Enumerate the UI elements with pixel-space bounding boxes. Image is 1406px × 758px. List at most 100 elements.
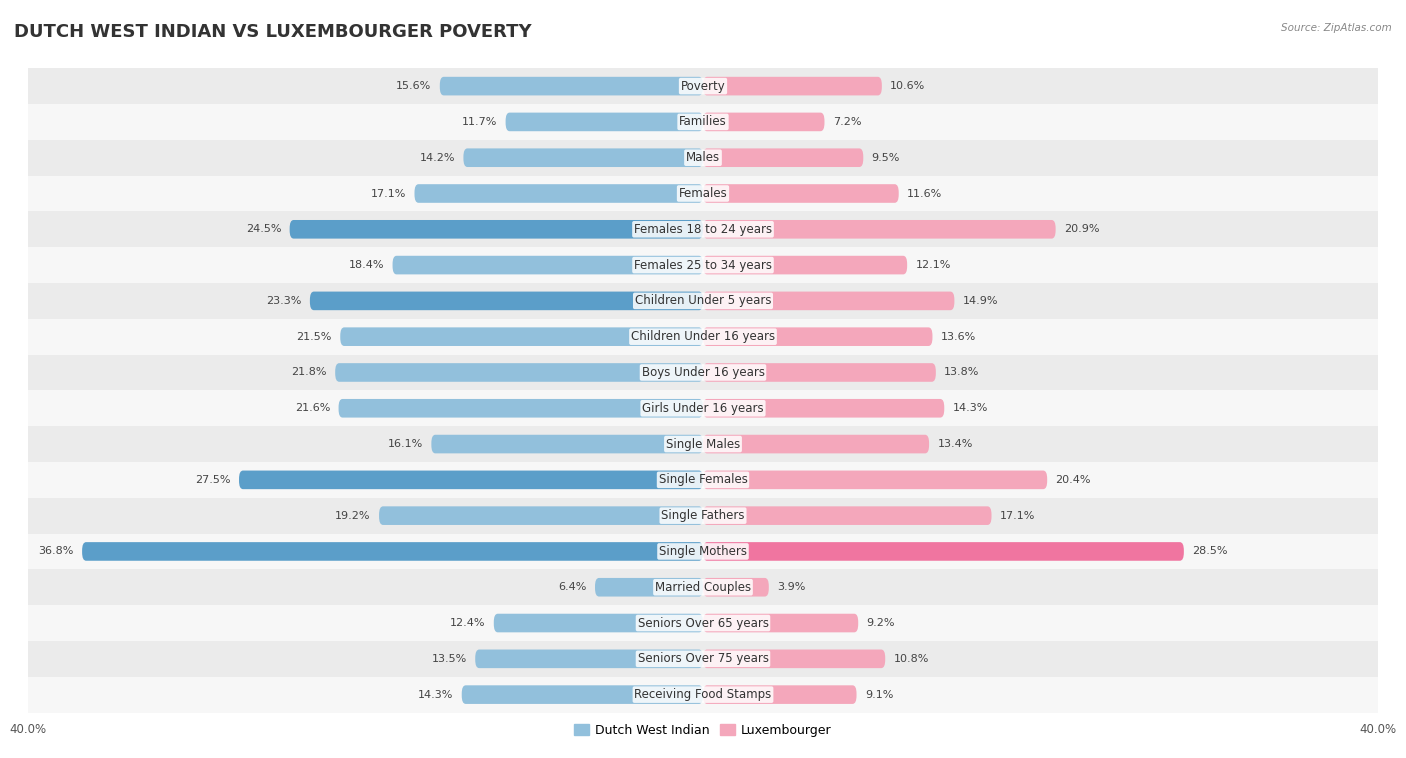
Text: 11.6%: 11.6% xyxy=(907,189,942,199)
Text: 17.1%: 17.1% xyxy=(371,189,406,199)
Text: 15.6%: 15.6% xyxy=(396,81,432,91)
Text: 23.3%: 23.3% xyxy=(266,296,301,306)
Text: 9.5%: 9.5% xyxy=(872,152,900,163)
Text: 21.8%: 21.8% xyxy=(291,368,326,377)
FancyBboxPatch shape xyxy=(82,542,703,561)
FancyBboxPatch shape xyxy=(703,399,945,418)
Bar xyxy=(28,283,1378,319)
Text: 11.7%: 11.7% xyxy=(461,117,498,127)
Bar xyxy=(28,247,1378,283)
Text: 18.4%: 18.4% xyxy=(349,260,384,270)
Text: 24.5%: 24.5% xyxy=(246,224,281,234)
Text: Poverty: Poverty xyxy=(681,80,725,92)
FancyBboxPatch shape xyxy=(340,327,703,346)
FancyBboxPatch shape xyxy=(335,363,703,382)
Text: 13.4%: 13.4% xyxy=(938,439,973,449)
FancyBboxPatch shape xyxy=(703,578,769,597)
Text: 27.5%: 27.5% xyxy=(195,475,231,485)
FancyBboxPatch shape xyxy=(703,113,824,131)
Text: 12.4%: 12.4% xyxy=(450,618,485,628)
Text: 17.1%: 17.1% xyxy=(1000,511,1035,521)
Text: Receiving Food Stamps: Receiving Food Stamps xyxy=(634,688,772,701)
Bar xyxy=(28,569,1378,605)
Text: 9.1%: 9.1% xyxy=(865,690,893,700)
Bar xyxy=(28,355,1378,390)
FancyBboxPatch shape xyxy=(475,650,703,668)
FancyBboxPatch shape xyxy=(494,614,703,632)
Bar xyxy=(28,605,1378,641)
Text: Females 25 to 34 years: Females 25 to 34 years xyxy=(634,258,772,271)
Text: 28.5%: 28.5% xyxy=(1192,547,1227,556)
Text: Girls Under 16 years: Girls Under 16 years xyxy=(643,402,763,415)
Text: Single Mothers: Single Mothers xyxy=(659,545,747,558)
FancyBboxPatch shape xyxy=(703,542,1184,561)
Text: 13.8%: 13.8% xyxy=(945,368,980,377)
Bar xyxy=(28,641,1378,677)
Text: Seniors Over 65 years: Seniors Over 65 years xyxy=(637,616,769,630)
Bar xyxy=(28,462,1378,498)
Text: DUTCH WEST INDIAN VS LUXEMBOURGER POVERTY: DUTCH WEST INDIAN VS LUXEMBOURGER POVERT… xyxy=(14,23,531,41)
Bar xyxy=(28,319,1378,355)
FancyBboxPatch shape xyxy=(703,220,1056,239)
Text: 36.8%: 36.8% xyxy=(38,547,73,556)
Bar xyxy=(28,498,1378,534)
FancyBboxPatch shape xyxy=(703,471,1047,489)
FancyBboxPatch shape xyxy=(309,292,703,310)
FancyBboxPatch shape xyxy=(415,184,703,203)
Legend: Dutch West Indian, Luxembourger: Dutch West Indian, Luxembourger xyxy=(569,719,837,742)
Text: Males: Males xyxy=(686,151,720,164)
Text: Married Couples: Married Couples xyxy=(655,581,751,594)
Text: 3.9%: 3.9% xyxy=(778,582,806,592)
FancyBboxPatch shape xyxy=(239,471,703,489)
Text: 19.2%: 19.2% xyxy=(335,511,371,521)
Text: 14.3%: 14.3% xyxy=(418,690,453,700)
Text: Boys Under 16 years: Boys Under 16 years xyxy=(641,366,765,379)
Text: Children Under 5 years: Children Under 5 years xyxy=(634,294,772,308)
Text: Families: Families xyxy=(679,115,727,128)
FancyBboxPatch shape xyxy=(703,327,932,346)
FancyBboxPatch shape xyxy=(464,149,703,167)
Text: 10.8%: 10.8% xyxy=(894,654,929,664)
Text: Source: ZipAtlas.com: Source: ZipAtlas.com xyxy=(1281,23,1392,33)
Bar xyxy=(28,677,1378,713)
Bar xyxy=(28,534,1378,569)
FancyBboxPatch shape xyxy=(703,506,991,525)
Text: Females: Females xyxy=(679,187,727,200)
FancyBboxPatch shape xyxy=(440,77,703,96)
FancyBboxPatch shape xyxy=(703,614,858,632)
Text: Seniors Over 75 years: Seniors Over 75 years xyxy=(637,653,769,666)
FancyBboxPatch shape xyxy=(506,113,703,131)
Text: 16.1%: 16.1% xyxy=(388,439,423,449)
FancyBboxPatch shape xyxy=(339,399,703,418)
FancyBboxPatch shape xyxy=(432,435,703,453)
FancyBboxPatch shape xyxy=(703,184,898,203)
Text: 20.4%: 20.4% xyxy=(1056,475,1091,485)
Text: 10.6%: 10.6% xyxy=(890,81,925,91)
Bar xyxy=(28,390,1378,426)
Text: 7.2%: 7.2% xyxy=(832,117,862,127)
Bar xyxy=(28,426,1378,462)
FancyBboxPatch shape xyxy=(703,255,907,274)
FancyBboxPatch shape xyxy=(703,685,856,704)
Text: 21.6%: 21.6% xyxy=(295,403,330,413)
Text: 12.1%: 12.1% xyxy=(915,260,950,270)
Bar xyxy=(28,176,1378,211)
Text: 13.6%: 13.6% xyxy=(941,332,976,342)
FancyBboxPatch shape xyxy=(703,363,936,382)
FancyBboxPatch shape xyxy=(461,685,703,704)
Text: 14.3%: 14.3% xyxy=(953,403,988,413)
FancyBboxPatch shape xyxy=(703,149,863,167)
Bar xyxy=(28,139,1378,176)
FancyBboxPatch shape xyxy=(703,292,955,310)
Bar xyxy=(28,68,1378,104)
Text: 9.2%: 9.2% xyxy=(866,618,896,628)
Text: 20.9%: 20.9% xyxy=(1064,224,1099,234)
Text: 13.5%: 13.5% xyxy=(432,654,467,664)
FancyBboxPatch shape xyxy=(703,77,882,96)
Bar xyxy=(28,211,1378,247)
Text: Single Females: Single Females xyxy=(658,473,748,487)
Text: 14.2%: 14.2% xyxy=(419,152,456,163)
FancyBboxPatch shape xyxy=(703,435,929,453)
Text: 14.9%: 14.9% xyxy=(963,296,998,306)
Text: 6.4%: 6.4% xyxy=(558,582,586,592)
